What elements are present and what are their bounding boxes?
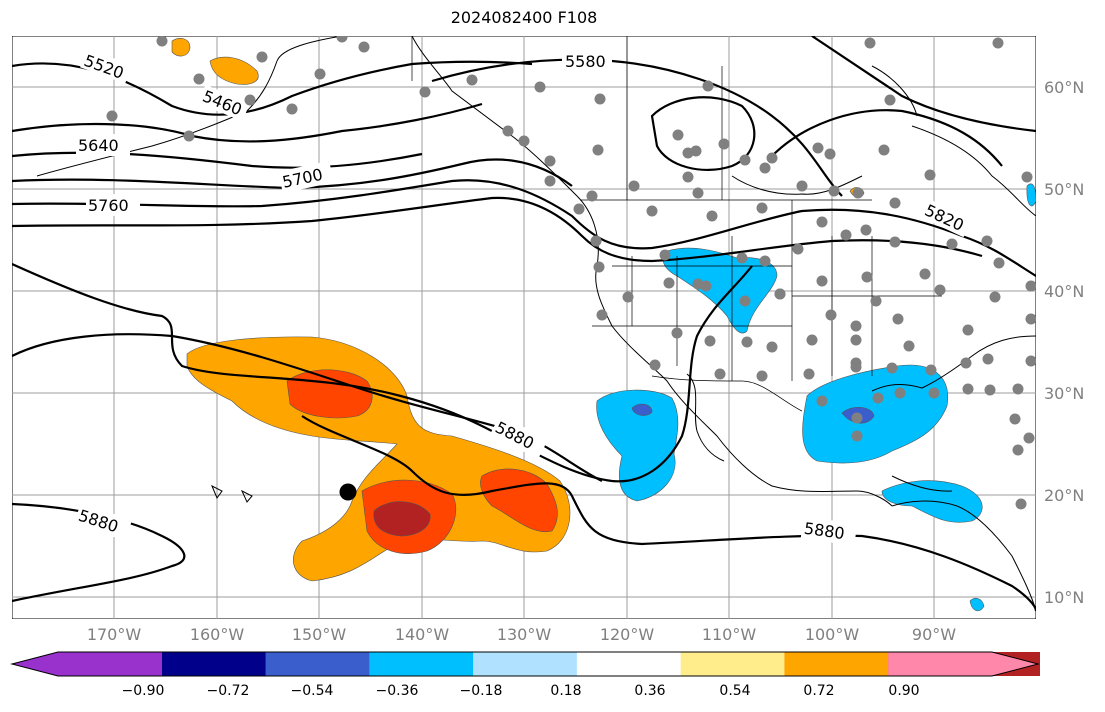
colorbar-segment xyxy=(12,652,162,676)
colorbar-tick-label: −0.18 xyxy=(459,683,503,699)
colorbar-segment xyxy=(784,652,889,676)
colorbar-tick-label: 0.72 xyxy=(803,683,835,699)
station-markers xyxy=(106,36,1036,510)
colorbar xyxy=(10,651,1040,677)
colorbar-segment xyxy=(888,652,1038,676)
colorbar-tick-label: −0.90 xyxy=(121,683,165,699)
colorbar-tick-label: −0.54 xyxy=(290,683,334,699)
colorbar-segment xyxy=(161,652,267,676)
colorbar-tick-label: 0.18 xyxy=(550,683,582,699)
colorbar-segment xyxy=(576,652,682,676)
colorbar-segment xyxy=(265,652,370,676)
strong-positive-anomaly xyxy=(286,369,558,554)
lon-label: 160°W xyxy=(189,625,245,644)
lat-label: 30°N xyxy=(1044,384,1085,403)
colorbar-tick-label: 0.54 xyxy=(719,683,751,699)
lat-label: 50°N xyxy=(1044,180,1085,199)
borders xyxy=(411,36,942,412)
lon-label: 130°W xyxy=(496,625,552,644)
lon-label: 150°W xyxy=(291,625,347,644)
lon-label: 100°W xyxy=(804,625,860,644)
colorbar-segment xyxy=(680,652,785,676)
lat-label: 60°N xyxy=(1044,78,1085,97)
lon-label: 120°W xyxy=(599,625,655,644)
lat-label: 10°N xyxy=(1044,588,1085,607)
map-plot: 5520 5460 5580 5640 5700 5760 5820 5880 … xyxy=(12,36,1036,619)
contour-label: 5760 xyxy=(88,196,129,215)
lon-label: 90°W xyxy=(911,625,957,644)
lat-label: 40°N xyxy=(1044,282,1085,301)
colorbar-tick-label: −0.36 xyxy=(375,683,419,699)
colorbar-segment xyxy=(369,652,474,676)
colorbar-tick-label: 0.36 xyxy=(634,683,666,699)
lon-label: 140°W xyxy=(394,625,450,644)
colorbar-tick-label: −0.72 xyxy=(206,683,250,699)
contour-label: 5580 xyxy=(565,52,606,71)
storm-center-marker xyxy=(339,483,357,501)
lon-label: 170°W xyxy=(86,625,142,644)
chart-title: 2024082400 F108 xyxy=(450,8,598,27)
lon-label: 110°W xyxy=(701,625,757,644)
colorbar-segment xyxy=(473,652,578,676)
colorbar-tick-label: 0.90 xyxy=(888,683,920,699)
lat-label: 20°N xyxy=(1044,486,1085,505)
contour-label: 5640 xyxy=(78,136,119,155)
